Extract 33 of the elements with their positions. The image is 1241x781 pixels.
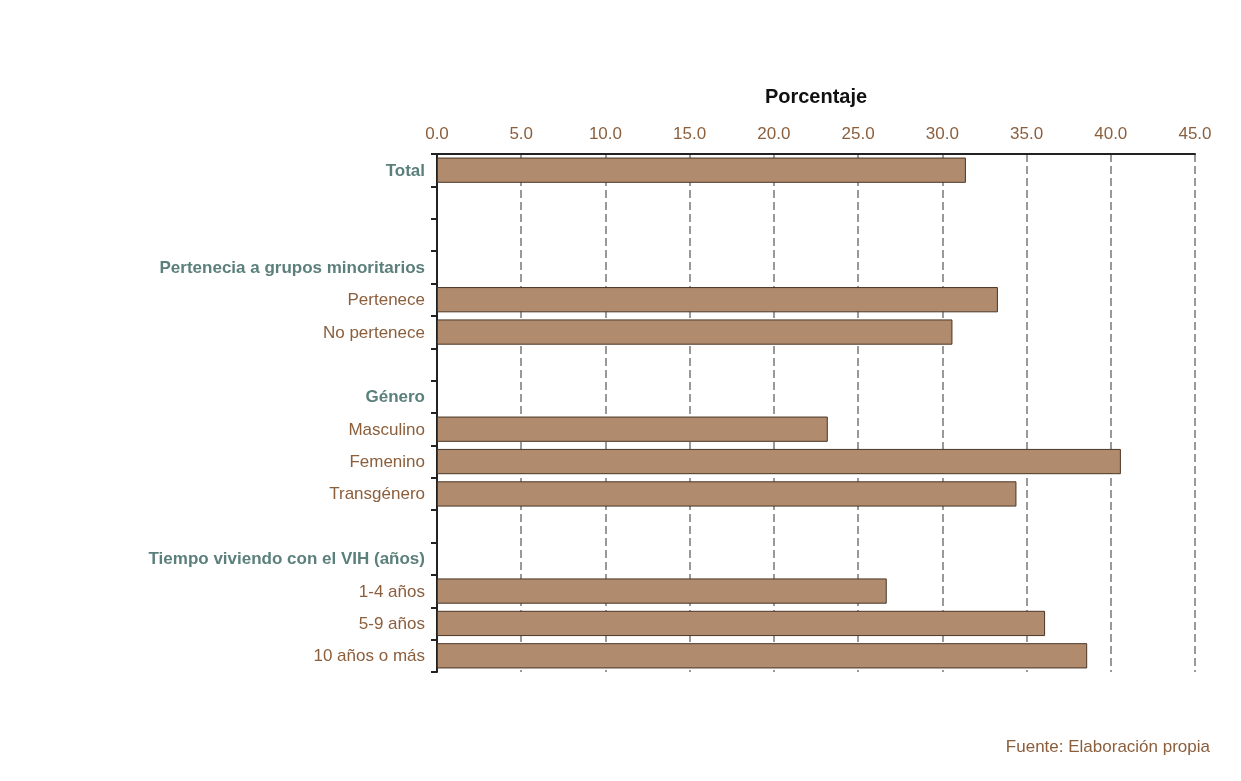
bar [437,448,1121,475]
bar [437,287,998,313]
bar [437,481,1017,507]
bar [437,643,1088,669]
y-tick-label: 10 años o más [313,646,425,666]
x-tick-label: 10.0 [588,124,622,143]
source-note: Fuente: Elaboración propia [1005,737,1211,756]
y-tick-label: 1-4 años [358,581,425,601]
y-tick-label: Masculino [348,419,425,439]
x-tick-label: 25.0 [841,124,875,143]
y-tick-label: Pertenecia a grupos minoritarios [159,257,425,277]
bar [437,578,887,604]
x-tick-label: 15.0 [673,124,707,143]
y-tick-label: 5-9 años [358,613,425,633]
y-tick-label: Género [365,387,425,407]
bar [437,610,1046,637]
bar [437,319,953,345]
bar [437,157,966,183]
y-tick-label: Total [385,160,425,180]
x-axis-title: Porcentaje [764,85,868,107]
y-tick-label: Tiempo viviendo con el VIH (años) [148,549,425,569]
x-tick-label: 35.0 [1010,124,1044,143]
x-tick-label: 40.0 [1094,124,1128,143]
y-tick-label: No pertenece [322,322,425,342]
y-tick-label: Pertenece [347,290,425,310]
y-tick-label: Transgénero [329,484,425,504]
x-tick-label: 5.0 [509,124,534,143]
x-tick-label: 30.0 [925,124,959,143]
x-tick-label: 20.0 [757,124,791,143]
y-tick-label: Femenino [349,452,425,472]
x-tick-label: 45.0 [1178,124,1212,143]
x-tick-label: 0.0 [425,124,449,143]
bar [437,416,828,442]
